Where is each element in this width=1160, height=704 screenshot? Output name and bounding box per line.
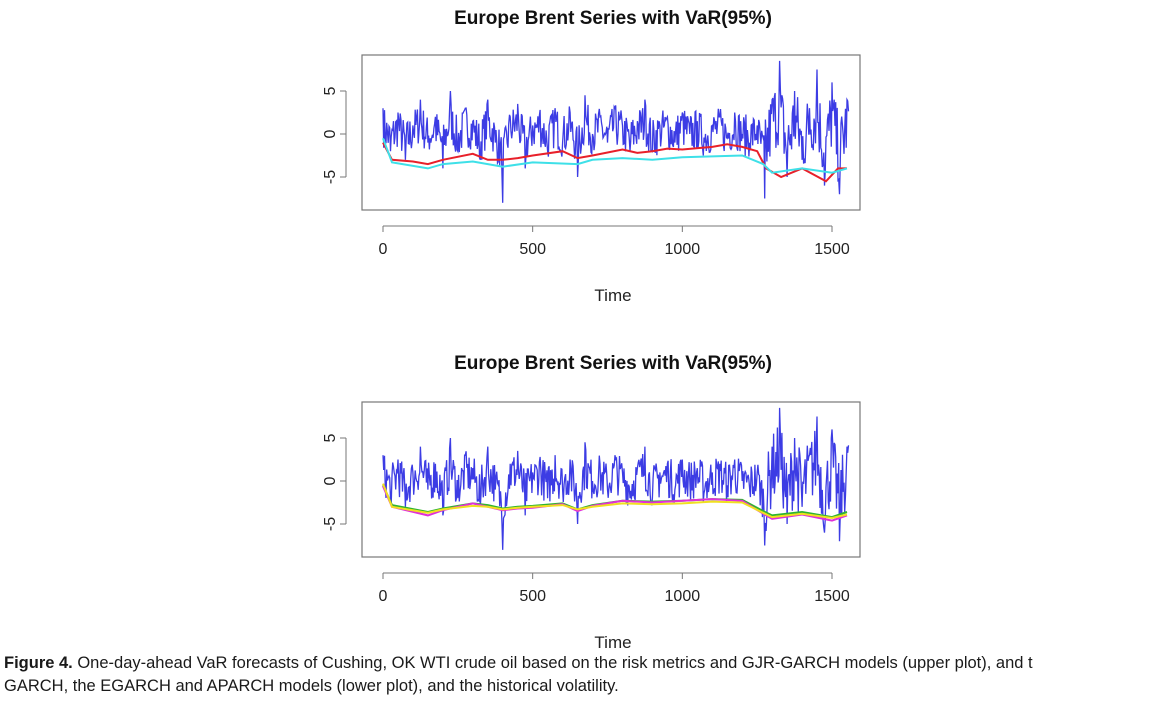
x-axis-label: Time [594,633,631,652]
x-tick-label: 500 [519,241,546,258]
chart-upper: Europe Brent Series with VaR(95%) 0 500 100… [322,8,861,305]
var-line-var-riskmetrics [382,137,848,174]
plot-frame [361,54,861,211]
var-line-var-historical [382,483,848,520]
x-tick-label: 0 [379,588,388,605]
y-tick-label: 5 [322,86,339,95]
y-tick-label: 0 [322,129,339,138]
chart-lower: Europe Brent Series with VaR(95%) 0 500 100… [322,353,861,652]
figure-caption: Figure 4. One-day-ahead VaR forecasts of… [4,652,1160,698]
caption-label: Figure 4. [4,654,73,672]
x-tick-label: 1000 [665,241,701,258]
var-line-var-gjr-garch [382,142,847,183]
y-tick-label: -5 [322,170,339,184]
x-tick-label: 1500 [814,588,850,605]
x-tick-label: 1000 [665,588,701,605]
x-axis-label: Time [594,286,631,305]
caption-line2: GARCH, the EGARCH and APARCH models (low… [4,677,619,695]
y-tick-label: 5 [322,433,339,442]
x-tick-label: 1500 [814,241,850,258]
chart-title: Europe Brent Series with VaR(95%) [454,8,772,29]
plot-frame [361,401,861,558]
y-tick-label: 0 [322,476,339,485]
chart-title: Europe Brent Series with VaR(95%) [454,353,772,374]
x-tick-label: 500 [519,588,546,605]
returns-line [382,407,850,550]
caption-line1: One-day-ahead VaR forecasts of Cushing, … [72,654,1033,672]
returns-line [382,60,850,203]
x-tick-label: 0 [379,241,388,258]
y-tick-label: -5 [322,517,339,531]
